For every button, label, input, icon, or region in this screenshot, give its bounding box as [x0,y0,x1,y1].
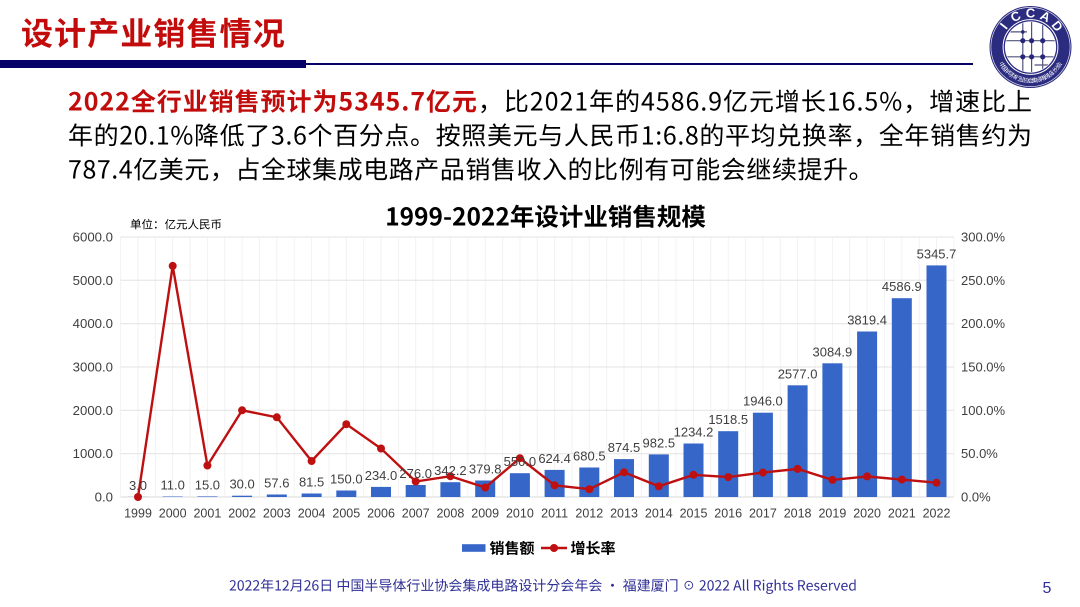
svg-text:250.0%: 250.0% [961,273,1006,288]
svg-text:30.0: 30.0 [229,477,254,492]
svg-text:3084.9: 3084.9 [813,344,853,359]
svg-text:5: 5 [1043,580,1052,597]
svg-text:2001: 2001 [193,507,221,521]
svg-text:2017: 2017 [749,507,777,521]
svg-text:50.0%: 50.0% [961,446,998,461]
svg-text:2000: 2000 [159,507,187,521]
svg-text:234.0: 234.0 [365,468,398,483]
svg-text:150.0: 150.0 [330,472,363,487]
svg-text:3.0: 3.0 [129,478,147,493]
svg-text:379.8: 379.8 [469,462,502,477]
svg-text:2008: 2008 [436,507,464,521]
svg-text:81.5: 81.5 [299,475,324,490]
svg-text:276.0: 276.0 [399,466,432,481]
svg-text:2009: 2009 [471,507,499,521]
svg-text:2022: 2022 [923,507,951,521]
svg-text:4000.0: 4000.0 [73,316,113,331]
svg-text:2021: 2021 [888,507,916,521]
svg-text:11.0: 11.0 [161,478,185,493]
svg-text:874.5: 874.5 [608,440,641,455]
svg-text:2010: 2010 [506,507,534,521]
svg-text:2007: 2007 [402,507,430,521]
svg-text:2013: 2013 [610,507,638,521]
svg-text:100.0%: 100.0% [961,403,1006,418]
svg-text:2011: 2011 [541,507,568,521]
svg-text:550.0: 550.0 [504,454,537,469]
svg-text:1518.5: 1518.5 [708,412,748,427]
svg-text:1000.0: 1000.0 [73,446,113,461]
svg-text:342.2: 342.2 [434,463,467,478]
svg-text:1234.2: 1234.2 [674,425,714,440]
svg-text:2003: 2003 [263,507,291,521]
svg-text:6000.0: 6000.0 [73,230,113,245]
svg-text:0.0: 0.0 [95,490,113,505]
svg-text:2018: 2018 [784,507,812,521]
svg-text:2006: 2006 [367,507,395,521]
svg-text:57.6: 57.6 [264,476,289,491]
svg-text:150.0%: 150.0% [961,360,1006,375]
svg-text:2002: 2002 [228,507,256,521]
svg-text:2019: 2019 [818,507,846,521]
svg-text:2005: 2005 [332,507,360,521]
svg-text:2014: 2014 [645,507,673,521]
svg-text:2012: 2012 [575,507,603,521]
svg-text:15.0: 15.0 [195,477,220,492]
svg-text:2577.0: 2577.0 [778,366,818,381]
svg-text:300.0%: 300.0% [961,230,1006,245]
svg-text:2004: 2004 [298,507,326,521]
svg-text:2000.0: 2000.0 [73,403,113,418]
svg-text:3000.0: 3000.0 [73,360,113,375]
svg-text:624.4: 624.4 [538,451,571,466]
svg-text:2016: 2016 [714,507,742,521]
svg-text:5000.0: 5000.0 [73,273,113,288]
svg-text:3819.4: 3819.4 [847,313,887,328]
svg-text:680.5: 680.5 [573,449,606,464]
svg-text:2015: 2015 [680,507,708,521]
svg-text:1999: 1999 [124,507,152,521]
svg-text:0.0%: 0.0% [961,490,991,505]
svg-text:2020: 2020 [853,507,881,521]
svg-text:200.0%: 200.0% [961,316,1006,331]
svg-text:982.5: 982.5 [643,435,676,450]
svg-text:4586.9: 4586.9 [882,279,922,294]
svg-text:5345.7: 5345.7 [917,246,957,261]
svg-text:1946.0: 1946.0 [743,394,783,409]
